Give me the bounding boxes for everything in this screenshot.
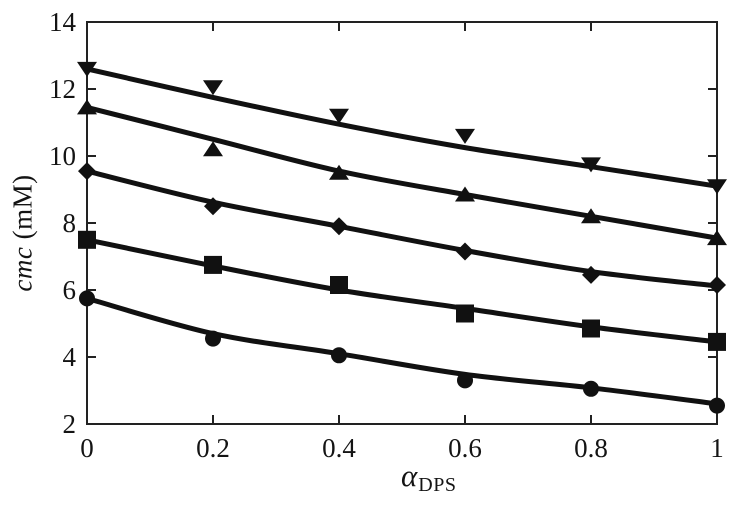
series-circle-curve	[84, 295, 720, 407]
marker-circle	[457, 372, 473, 389]
marker-triangle-up	[581, 208, 601, 224]
series-triangle-up	[77, 99, 727, 246]
x-tick-label: 0.8	[574, 433, 608, 463]
marker-triangle-up	[707, 230, 727, 246]
series-triangle-up-curve	[84, 104, 720, 241]
y-tick-label: 6	[63, 275, 77, 305]
x-tick-label: 0	[80, 433, 94, 463]
series-triangle-down	[77, 61, 727, 195]
y-axis-title: cmc (mM)	[8, 174, 39, 291]
marker-triangle-down	[77, 61, 97, 77]
marker-diamond	[330, 217, 348, 236]
marker-circle	[79, 290, 95, 307]
marker-square	[582, 319, 600, 338]
marker-square	[330, 276, 348, 294]
marker-diamond	[78, 162, 96, 181]
marker-circle	[205, 330, 221, 347]
x-axis-title-alpha: α	[401, 458, 418, 493]
series-square-curve	[84, 237, 720, 345]
x-tick-label: 0.6	[448, 433, 482, 463]
marker-circle	[709, 397, 725, 414]
marker-triangle-up	[77, 99, 97, 115]
series-diamond	[78, 162, 726, 294]
marker-triangle-up	[455, 186, 475, 202]
marker-diamond	[708, 276, 726, 294]
y-tick-label: 8	[63, 208, 77, 238]
marker-square	[708, 332, 726, 351]
x-axis-title: αDPS	[401, 458, 457, 496]
series-triangle-down-curve	[84, 66, 720, 189]
x-tick-label: 1	[710, 433, 724, 463]
marker-triangle-down	[203, 80, 223, 96]
y-axis-title-italic: cmc	[7, 246, 38, 292]
marker-circle	[331, 347, 347, 364]
marker-circle	[583, 380, 599, 397]
series-circle	[79, 290, 725, 414]
marker-triangle-down	[581, 157, 601, 173]
y-tick-label: 10	[49, 141, 76, 171]
marker-triangle-down	[707, 179, 727, 195]
marker-triangle-down	[329, 108, 349, 124]
marker-triangle-up	[329, 164, 349, 180]
marker-triangle-down	[455, 128, 475, 144]
x-tick-label: 0.4	[322, 433, 356, 463]
marker-diamond	[456, 242, 474, 261]
marker-diamond	[582, 265, 600, 284]
y-tick-label: 2	[63, 409, 77, 439]
y-axis-title-units: (mM)	[7, 174, 38, 247]
y-tick-label: 14	[49, 7, 77, 37]
series-square	[78, 230, 726, 351]
y-tick-label: 12	[49, 74, 76, 104]
marker-square	[78, 230, 96, 249]
x-axis-title-subscript: DPS	[418, 474, 457, 496]
marker-triangle-up	[203, 141, 223, 157]
marker-diamond	[204, 197, 222, 216]
y-tick-label: 4	[63, 342, 77, 372]
marker-square	[456, 304, 474, 323]
series-diamond-curve	[84, 168, 720, 289]
marker-square	[204, 255, 222, 274]
x-tick-label: 0.2	[196, 433, 230, 463]
